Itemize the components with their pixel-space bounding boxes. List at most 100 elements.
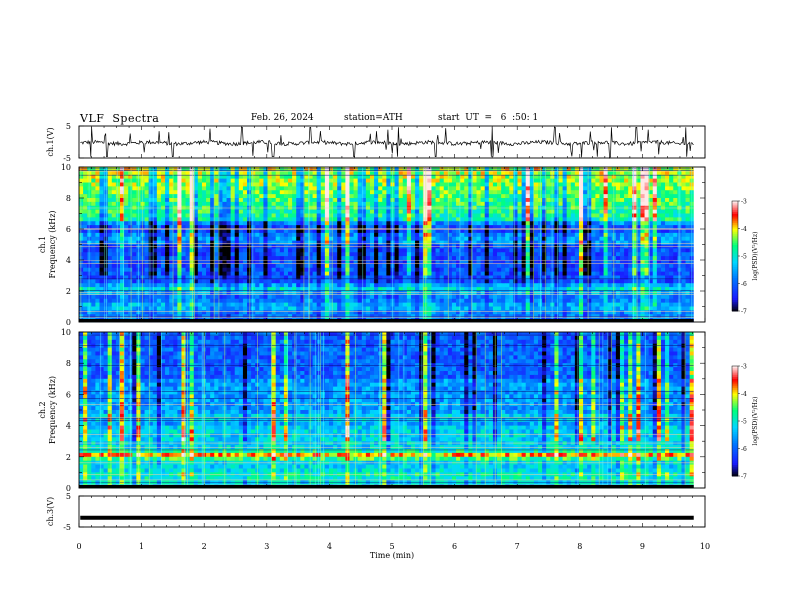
spectrogram-cell [271,221,277,226]
spectrogram-cell [238,217,244,222]
spectrogram-cell [660,283,666,288]
spectrogram-cell [247,221,252,226]
spectrogram-cell [156,174,162,180]
spectrogram-cell [181,178,186,183]
spectrogram-cell [681,178,686,183]
spectrogram-cell [562,194,568,199]
spectrogram-cell [83,229,88,234]
spectrogram-cell [263,217,268,222]
spectrogram-cell [152,194,158,199]
spectrogram-cell [501,232,506,238]
spectrogram-cell [333,271,338,276]
spectrogram-cell [513,248,518,253]
spectrogram-cell [583,167,588,172]
spectrogram-cell [566,229,572,234]
spectrogram-cell [214,236,219,242]
spectrogram-cell [95,240,100,245]
spectrogram-cell [173,260,178,265]
spectrogram-cell [288,182,293,187]
spectrogram-cell [447,263,453,269]
spectrogram-cell [464,178,469,183]
spectrogram-cell [468,178,473,183]
spectrogram-cell [468,201,473,207]
spectrogram-cell [156,167,162,172]
spectrogram-cell [337,283,342,288]
spectrogram-cell [173,174,178,180]
spectrogram-cell [255,279,260,284]
spectrogram-cell [353,291,359,296]
spectrogram-cell [558,229,563,234]
spectrogram-cell [361,174,367,180]
spectrogram-cell [251,236,256,242]
spectrogram-cell [578,167,584,172]
spectrogram-cell [566,221,572,226]
spectrogram-cell [406,174,412,180]
spectrogram-cell [165,190,170,195]
spectrogram-cell [128,221,133,226]
spectrogram-cell [583,236,588,242]
spectrogram-cell [497,178,502,183]
spectrogram-cell [480,263,486,269]
spectrogram-cell [222,174,227,180]
spectrogram-cell [374,190,379,195]
spectrogram-cell [402,275,408,280]
spectrogram-cell [132,275,137,280]
spectrogram-cell [275,190,281,195]
spectrogram-cell [128,260,133,265]
spectrogram-cell [169,256,174,261]
spectrogram-cell [242,263,248,269]
spectrogram-cell [644,221,650,226]
spectrogram-cell [374,217,379,222]
spectrogram-cell [533,182,539,187]
spectrogram-cell [468,167,473,172]
spectrogram-cell [607,170,613,176]
spectrogram-cell [456,198,461,203]
spectrogram-cell [177,263,182,269]
spectrogram-cell [193,240,199,245]
spectrogram-cell [648,229,654,234]
spectrogram-cell [156,275,162,280]
spectrogram-cell [242,252,248,257]
spectrogram-cell [181,283,186,288]
spectrogram-cell [415,275,420,280]
spectrogram-cell [415,209,420,214]
spectrogram-cell [468,279,473,284]
spectrogram-cell [132,279,137,284]
spectrogram-cell [132,201,137,207]
spectrogram-cell [681,170,686,176]
spectrogram-cell [566,213,572,218]
spectrogram-cell [214,221,219,226]
spectrogram-cell [615,279,621,284]
spectrogram-cell [505,174,510,180]
spectrogram-cell [505,198,510,203]
spectrogram-cell [156,291,162,296]
spectrogram-cell [554,248,559,253]
spectrogram-cell [382,190,387,195]
spectrogram-cell [169,291,174,296]
spectrogram-cell [574,232,580,238]
spectrogram-cell [415,287,420,292]
spectrogram-cell [119,225,125,230]
spectrogram-cell [324,260,330,265]
spectrogram-cell [234,275,240,280]
spectrogram-cell [361,221,367,226]
spectrogram-cell [234,221,240,226]
spectrogram-cell [242,287,248,292]
spectrogram-cell [132,248,137,253]
spectrogram-cell [275,209,281,214]
spectrogram-cell [247,263,252,269]
spectrogram-cell [669,209,674,214]
spectrogram-cell [386,186,391,191]
spectrogram-cell [402,256,408,261]
spectrogram-cell [628,236,633,242]
spectrogram-cell [259,248,264,253]
spectrogram-cell [95,174,100,180]
spectrogram-cell [91,190,96,195]
spectrogram-cell [234,213,240,218]
spectrogram-cell [210,170,215,176]
spectrogram-cell [148,263,154,269]
spectrogram-cell [513,170,518,176]
spectrogram-cell [95,260,100,265]
spectrogram-cell [361,182,367,187]
spectrogram-cell [128,279,133,284]
